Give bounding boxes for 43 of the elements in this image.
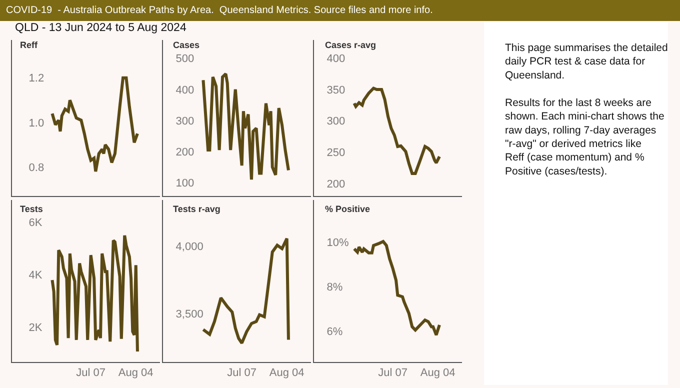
x-tick-label: Aug 04 <box>269 367 304 380</box>
x-tick-label: Jul 07 <box>76 367 106 380</box>
y-tick-label: 1.2 <box>28 72 44 85</box>
y-tick-label: 300 <box>326 116 346 128</box>
y-tick-label: 200 <box>176 146 194 158</box>
chart-title: Cases r-avg <box>325 40 376 50</box>
y-tick-label: 400 <box>176 84 194 96</box>
line-series <box>50 234 139 353</box>
line-series <box>352 86 441 175</box>
y-tick-label: 10% <box>326 237 350 250</box>
y-tick-label: 8% <box>326 281 343 294</box>
x-tick-label: Aug 04 <box>118 367 154 380</box>
text: This page summarises the detailed daily PCR test & case data for Queensland. <box>505 42 668 82</box>
chart-title: % Positive <box>325 204 370 214</box>
y-tick-label: 350 <box>326 84 346 96</box>
y-tick-label: 4K <box>28 270 43 282</box>
y-tick-label: 250 <box>326 146 346 159</box>
y-tick-label: 4,000 <box>176 240 204 253</box>
x-tick-label: Jul 07 <box>227 367 257 380</box>
x-tick-label: Jul 07 <box>378 367 408 380</box>
y-tick-label: 500 <box>176 53 194 66</box>
line-series <box>50 76 139 173</box>
text: QLD - 13 Jun 2024 to 5 Aug 2024 <box>15 22 187 34</box>
y-tick-label: 400 <box>326 53 346 66</box>
y-tick-label: 6K <box>28 217 43 230</box>
chart-title: Tests <box>20 204 43 214</box>
line-series <box>202 236 290 345</box>
chart-title: Reff <box>20 40 38 50</box>
x-tick-label: Aug 04 <box>420 367 456 380</box>
text: Results for the last 8 weeks are shown. Each mini-chart shows the raw days, rolling 7-day averages "r-avg" or derived metrics like Reff (case momentum) and % Positive (cases/tests). <box>505 97 664 178</box>
y-tick-label: 200 <box>326 178 346 190</box>
y-tick-label: 0.8 <box>28 162 44 174</box>
y-tick-label: 100 <box>176 177 194 190</box>
y-tick-label: 3,500 <box>176 308 204 320</box>
y-tick-label: 2K <box>28 322 43 334</box>
line-series <box>352 240 441 336</box>
text: COVID-19 - Australia Outbreak Paths by Area. Queensland Metrics. Source files and more info. <box>6 5 433 16</box>
chart-title: Tests r-avg <box>173 204 220 214</box>
line-series <box>202 72 290 182</box>
y-tick-label: 1.0 <box>28 117 44 130</box>
y-tick-label: 6% <box>326 326 343 338</box>
y-tick-label: 300 <box>176 115 194 128</box>
chart-title: Cases <box>173 40 200 50</box>
